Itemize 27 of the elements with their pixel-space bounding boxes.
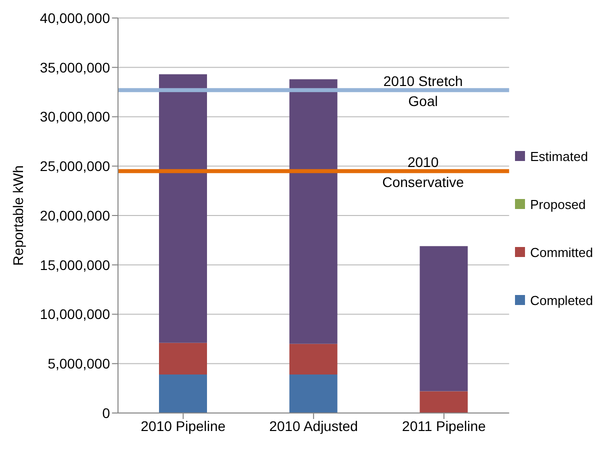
bar bbox=[289, 344, 338, 374]
bar bbox=[289, 79, 338, 344]
y-tick-label: 10,000,000 bbox=[40, 306, 110, 322]
bar bbox=[159, 374, 207, 413]
y-tick-label: 35,000,000 bbox=[40, 59, 110, 76]
y-axis-title: Reportable kWh bbox=[10, 165, 26, 266]
bar bbox=[159, 74, 207, 343]
bar bbox=[159, 342, 207, 374]
x-tick-label: 2011 Pipeline bbox=[402, 418, 486, 434]
y-tick-label: 40,000,000 bbox=[40, 10, 110, 26]
ref-line-label: 2010 Conservative bbox=[382, 154, 464, 190]
legend-label: Estimated bbox=[530, 148, 588, 164]
bar bbox=[289, 374, 338, 413]
bar bbox=[420, 391, 468, 413]
ref-line-label: 2010 Stretch Goal bbox=[383, 73, 463, 110]
y-tick-label: 25,000,000 bbox=[40, 158, 110, 174]
y-tick-label: 20,000,000 bbox=[40, 207, 110, 224]
y-tick-label: 0 bbox=[102, 404, 110, 421]
legend-label: Committed bbox=[530, 244, 593, 260]
bar bbox=[420, 246, 468, 392]
x-tick-label: 2010 Pipeline bbox=[140, 418, 226, 434]
y-tick-label: 30,000,000 bbox=[40, 108, 110, 125]
y-tick-label: 5,000,000 bbox=[48, 356, 110, 372]
y-tick-label: 15,000,000 bbox=[40, 256, 110, 273]
legend-label: Completed bbox=[530, 292, 593, 308]
x-tick-label: 2010 Adjusted bbox=[269, 418, 358, 434]
legend-label: Proposed bbox=[530, 196, 586, 212]
